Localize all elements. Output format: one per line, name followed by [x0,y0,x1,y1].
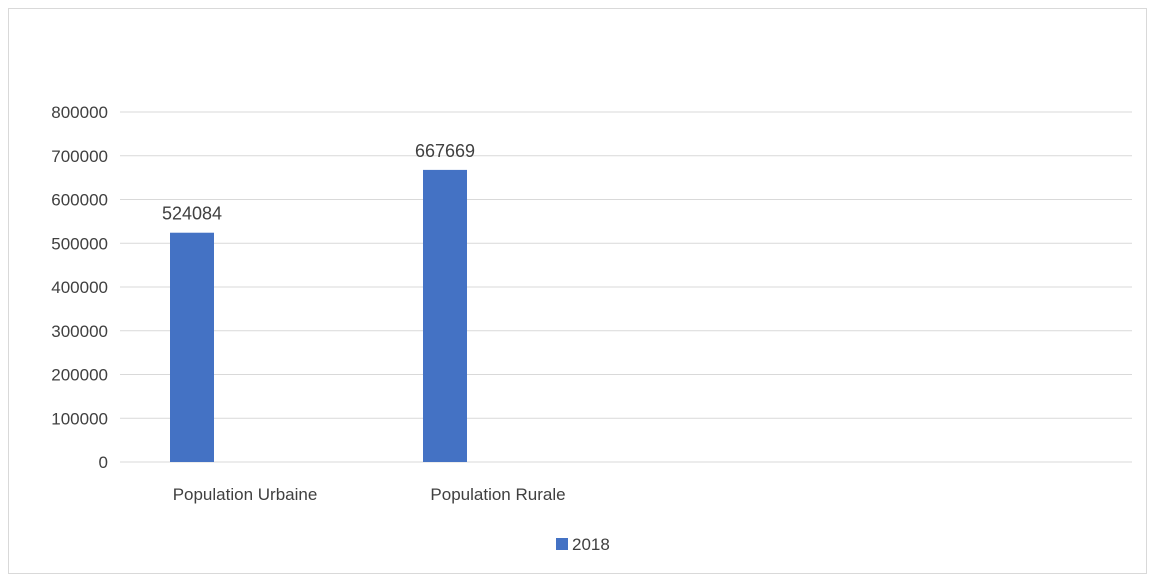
y-tick-label: 0 [99,453,108,472]
y-tick-label: 800000 [51,103,108,122]
legend-label: 2018 [572,535,610,554]
bar [170,232,214,462]
y-tick-label: 100000 [51,409,108,428]
y-tick-label: 300000 [51,322,108,341]
y-tick-label: 700000 [51,147,108,166]
data-label: 667669 [415,141,475,161]
y-tick-label: 500000 [51,234,108,253]
y-tick-label: 400000 [51,278,108,297]
y-tick-label: 200000 [51,366,108,385]
y-tick-label: 600000 [51,191,108,210]
data-label: 524084 [162,204,222,224]
category-label: Population Rurale [430,485,565,504]
bar [423,169,467,462]
legend-swatch [556,538,568,550]
category-label: Population Urbaine [173,485,318,504]
